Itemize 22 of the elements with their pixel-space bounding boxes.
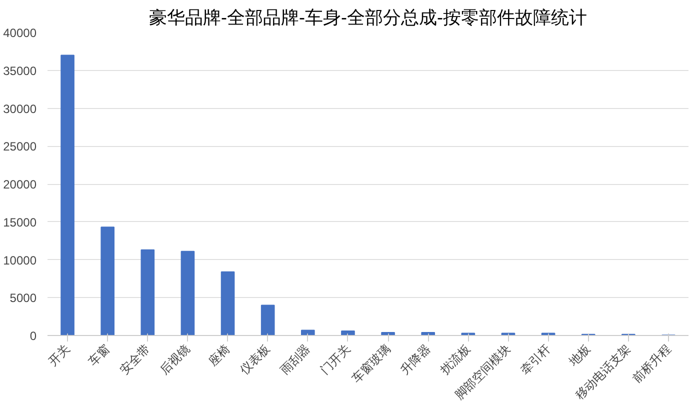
x-tick-label: 仪表板 [237,342,273,377]
x-tick-label: 雨刮器 [278,342,313,377]
y-tick-label: 10000 [3,253,37,268]
y-tick-label: 40000 [3,26,37,40]
y-tick-label: 5000 [10,291,37,306]
y-tick-label: 20000 [3,178,37,192]
x-tick-label: 升降器 [398,342,434,377]
x-tick-label: 扰流板 [437,342,474,378]
x-tick-label: 牵引杆 [518,342,554,377]
x-tick-label: 地板 [566,342,594,370]
y-tick-label: 0 [30,329,37,343]
y-tick-label: 15000 [3,215,37,230]
y-tick-label: 30000 [3,102,37,116]
x-tick-label: 车窗 [86,342,113,368]
x-tick-label: 安全带 [117,342,153,377]
chart-title: 豪华品牌-全部品牌-车身-全部分总成-按零部件故障统计 [149,8,587,28]
x-tick-label: 座椅 [206,342,233,368]
y-tick-label: 35000 [3,64,37,78]
x-tick-label: 后视镜 [157,342,193,377]
y-tick-label: 25000 [3,140,37,154]
x-tick-label: 前桥升程 [630,342,674,386]
x-tick-label: 开关 [46,342,72,368]
